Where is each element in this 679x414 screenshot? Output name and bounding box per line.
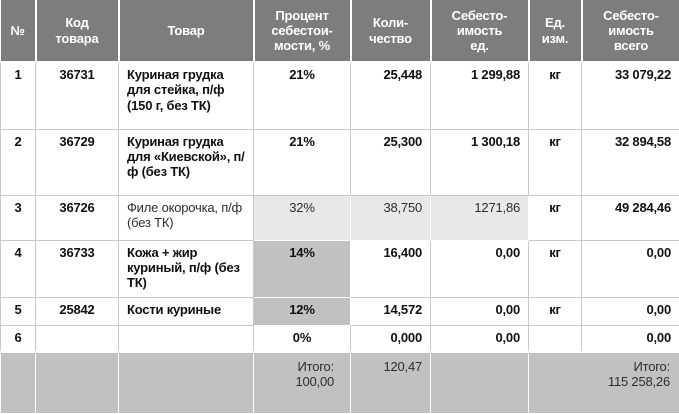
cell-unit: кг <box>529 62 582 129</box>
cell-product: Кожа + жир куриный, п/ф (без ТК) <box>119 240 254 297</box>
cell-cost-percent: 21% <box>254 129 351 195</box>
totals-percent: Итого: 100,00 <box>254 352 351 413</box>
header-row: № Код товара Товар Процент себестои- мос… <box>1 0 679 62</box>
cell-product: Куриная грудка для «Киевской», п/ф (без … <box>119 129 254 195</box>
cell-cost-percent: 12% <box>254 297 351 325</box>
cell-num: 5 <box>1 297 36 325</box>
column-header-cost-percent: Процент себестои- мости, % <box>254 0 351 62</box>
table-row: 2 36729 Куриная грудка для «Киевской», п… <box>1 129 679 195</box>
cell-product: Кости куриные <box>119 297 254 325</box>
cell-unit-cost: 0,00 <box>431 240 529 297</box>
table-row: 3 36726 Филе окорочка, п/ф (без ТК) 32% … <box>1 195 679 240</box>
cell-quantity: 14,572 <box>351 297 431 325</box>
column-header-product-code: Код товара <box>36 0 119 62</box>
cell-cost-percent: 14% <box>254 240 351 297</box>
cell-num: 1 <box>1 62 36 129</box>
cell-unit <box>529 325 582 352</box>
column-header-quantity: Коли- чество <box>351 0 431 62</box>
column-header-unit-cost: Себесто- имость ед. <box>431 0 529 62</box>
cell-unit-cost: 1 300,18 <box>431 129 529 195</box>
column-header-num: № <box>1 0 36 62</box>
cell-quantity: 25,448 <box>351 62 431 129</box>
cell-product-code: 36726 <box>36 195 119 240</box>
cell-quantity: 25,300 <box>351 129 431 195</box>
cell-cost-percent: 0% <box>254 325 351 352</box>
totals-empty-unit-cost <box>431 352 529 413</box>
cell-quantity: 38,750 <box>351 195 431 240</box>
table-row: 5 25842 Кости куриные 12% 14,572 0,00 кг… <box>1 297 679 325</box>
cell-unit-cost: 0,00 <box>431 325 529 352</box>
cell-unit: кг <box>529 129 582 195</box>
cell-unit-cost: 1271,86 <box>431 195 529 240</box>
cell-product <box>119 325 254 352</box>
cell-unit-cost: 1 299,88 <box>431 62 529 129</box>
cell-product-code: 36729 <box>36 129 119 195</box>
cell-product-code: 36731 <box>36 62 119 129</box>
cell-num: 2 <box>1 129 36 195</box>
totals-row: Итого: 100,00 120,47 Итого: 115 258,26 <box>1 352 679 413</box>
cell-unit: кг <box>529 297 582 325</box>
cell-unit: кг <box>529 195 582 240</box>
cell-product-code <box>36 325 119 352</box>
cell-cost-percent: 32% <box>254 195 351 240</box>
cell-quantity: 0,000 <box>351 325 431 352</box>
totals-quantity: 120,47 <box>351 352 431 413</box>
totals-empty-code <box>36 352 119 413</box>
cell-cost-percent: 21% <box>254 62 351 129</box>
cell-total-cost: 0,00 <box>582 297 679 325</box>
cell-product-code: 36733 <box>36 240 119 297</box>
cell-num: 4 <box>1 240 36 297</box>
cell-unit-cost: 0,00 <box>431 297 529 325</box>
column-header-product: Товар <box>119 0 254 62</box>
cell-num: 3 <box>1 195 36 240</box>
cell-product: Филе окорочка, п/ф (без ТК) <box>119 195 254 240</box>
cell-quantity: 16,400 <box>351 240 431 297</box>
cell-total-cost: 0,00 <box>582 240 679 297</box>
cell-total-cost: 33 079,22 <box>582 62 679 129</box>
table-row: 4 36733 Кожа + жир куриный, п/ф (без ТК)… <box>1 240 679 297</box>
cell-product-code: 25842 <box>36 297 119 325</box>
table-row: 1 36731 Куриная грудка для стейка, п/ф (… <box>1 62 679 129</box>
totals-empty-product <box>119 352 254 413</box>
column-header-total-cost: Себесто- имость всего <box>582 0 679 62</box>
cell-unit: кг <box>529 240 582 297</box>
cell-total-cost: 0,00 <box>582 325 679 352</box>
totals-empty-num <box>1 352 36 413</box>
cell-num: 6 <box>1 325 36 352</box>
cell-total-cost: 49 284,46 <box>582 195 679 240</box>
totals-grand-total: Итого: 115 258,26 <box>529 352 679 413</box>
cell-total-cost: 32 894,58 <box>582 129 679 195</box>
column-header-unit: Ед. изм. <box>529 0 582 62</box>
cell-product: Куриная грудка для стейка, п/ф (150 г, б… <box>119 62 254 129</box>
table-row: 6 0% 0,000 0,00 0,00 <box>1 325 679 352</box>
